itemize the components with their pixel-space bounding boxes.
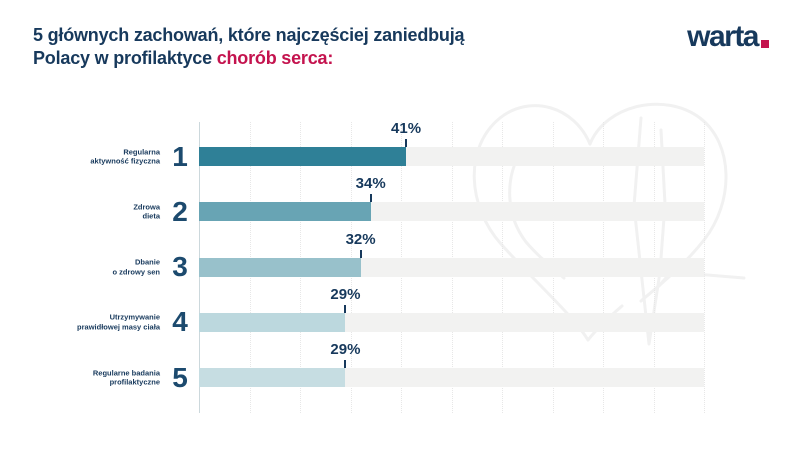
bar-track: 32% [199, 231, 704, 277]
chart-row: Dbanie o zdrowy sen 3 32% [0, 231, 800, 282]
category-label: Zdrowa dieta [133, 202, 160, 221]
chart-row: Utrzymywanie prawidłowej masy ciała 4 29… [0, 286, 800, 337]
title-line-2-highlight: chorób serca: [216, 48, 334, 68]
title-line-2-prefix: Polacy w profilaktyce [33, 48, 217, 68]
chart-row: Regularna aktywność fizyczna 1 41% [0, 120, 800, 172]
rank-number: 1 [172, 140, 188, 172]
title-line-2: Polacy w profilaktyce chorób serca: [33, 47, 464, 70]
warta-logo-text: warta [687, 20, 759, 53]
category-label: Dbanie o zdrowy sen [112, 257, 160, 277]
value-label: 29% [330, 341, 361, 358]
rank-number: 2 [172, 195, 188, 227]
page-title: 5 głównych zachowań, które najczęściej z… [33, 24, 465, 70]
bar-fill [199, 312, 346, 332]
bar-fill [199, 147, 407, 166]
chart-row: Zdrowa dieta 2 34% [0, 175, 800, 227]
value-tick [344, 360, 347, 368]
category-label: Regularne badania profilaktyczne [92, 368, 160, 387]
warta-logo-dot-icon [761, 40, 769, 48]
value-tick [369, 194, 372, 203]
value-label: 41% [391, 120, 422, 137]
title-line-1: 5 głównych zachowań, które najczęściej z… [33, 25, 465, 45]
bar-fill [199, 368, 346, 387]
rank-number: 3 [172, 251, 188, 282]
warta-logo: warta [687, 22, 769, 52]
bar-track: 29% [199, 286, 704, 332]
value-tick [344, 304, 347, 313]
rank-number: 5 [172, 361, 188, 393]
rank-number: 4 [172, 306, 188, 338]
bar-fill [199, 257, 361, 277]
category-label: Utrzymywanie prawidłowej masy ciała [77, 312, 160, 332]
chart-row: Regularne badania profilaktyczne 5 29% [0, 341, 800, 393]
category-label: Regularna aktywność fizyczna [90, 147, 160, 166]
bar-fill [199, 202, 371, 222]
bar-track: 41% [199, 120, 704, 166]
value-label: 29% [330, 285, 361, 303]
gridline [704, 122, 705, 413]
value-tick [359, 249, 362, 258]
value-label: 32% [345, 230, 376, 248]
bar-track: 34% [199, 175, 704, 222]
value-tick [405, 139, 408, 147]
bar-track: 29% [199, 341, 704, 387]
value-label: 34% [355, 175, 386, 193]
